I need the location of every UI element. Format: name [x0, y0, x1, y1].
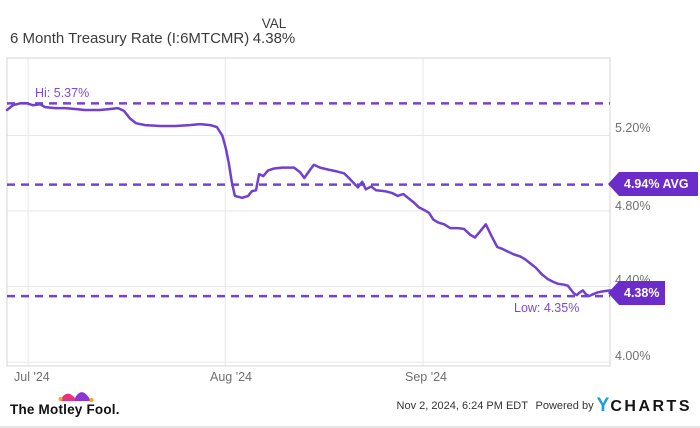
- last-value-badge: 4.38%: [608, 281, 665, 305]
- x-axis-tick: Jul '24: [14, 370, 50, 384]
- y-axis-tick: 5.20%: [615, 121, 651, 135]
- timestamp: Nov 2, 2024, 6:24 PM EDT: [396, 400, 528, 412]
- attribution: Nov 2, 2024, 6:24 PM EDT Powered by YCHA…: [397, 395, 692, 417]
- avg-value-badge: 4.94% AVG: [608, 172, 698, 196]
- chart-title: 6 Month Treasury Rate (I:6MTCMR): [10, 30, 250, 47]
- motley-fool-wordmark: The Motley Fool.: [10, 402, 120, 417]
- ycharts-logo[interactable]: YCHARTS: [596, 395, 692, 416]
- x-axis-tick: Sep '24: [405, 370, 448, 384]
- powered-by-label: Powered by: [535, 400, 597, 412]
- motley-fool-logo[interactable]: The Motley Fool.: [10, 392, 120, 419]
- val-current-value: 4.38%: [252, 30, 296, 47]
- low-annotation: Low: 4.35%: [514, 301, 580, 315]
- y-axis-tick: 4.80%: [615, 199, 651, 213]
- hi-annotation: Hi: 5.37%: [35, 86, 90, 100]
- val-column-header: VAL: [261, 16, 287, 31]
- y-axis-tick: 4.00%: [615, 349, 651, 363]
- footer: The Motley Fool. Nov 2, 2024, 6:24 PM ED…: [0, 388, 700, 426]
- x-axis-tick: Aug '24: [210, 370, 253, 384]
- jester-hat-icon: [58, 392, 94, 402]
